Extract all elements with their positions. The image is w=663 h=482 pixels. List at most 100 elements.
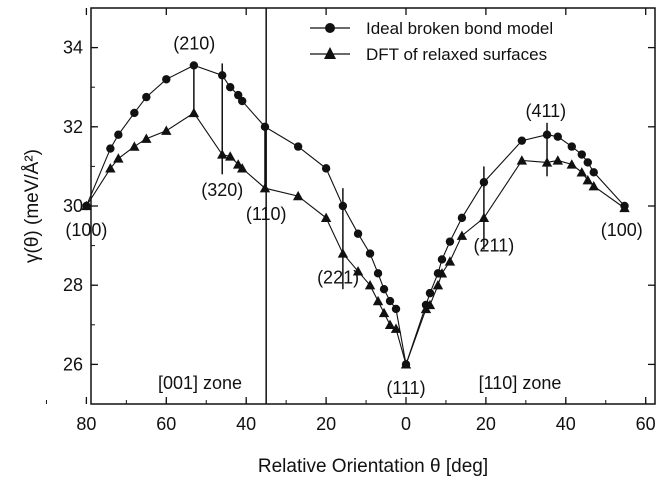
data-point-circle — [542, 130, 552, 139]
data-point-triangle — [566, 159, 577, 169]
y-axis-label: γ(θ) (meV/Å²) — [22, 149, 43, 263]
point-label: (411) — [525, 101, 566, 121]
data-point-triangle — [378, 307, 390, 318]
data-point-triangle — [320, 212, 332, 223]
data-point-triangle — [424, 299, 436, 310]
legend-marker-1 — [325, 23, 335, 33]
data-point-circle — [553, 132, 563, 141]
zone-label-001: [001] zone — [158, 373, 242, 393]
x-tick-label: 40 — [236, 414, 256, 434]
data-point-circle — [142, 92, 151, 102]
point-label: (221) — [317, 267, 359, 287]
x-tick-label: 60 — [636, 414, 656, 434]
zone-label-110: [110] zone — [479, 373, 562, 393]
data-point-circle — [162, 75, 171, 84]
point-label: (210) — [173, 34, 215, 54]
point-label: (111) — [386, 378, 425, 398]
point-label: (211) — [474, 236, 515, 256]
data-point-circle — [445, 237, 455, 246]
data-point-triangle — [352, 266, 364, 276]
legend-label-2: DFT of relaxed surfaces — [366, 45, 547, 64]
data-point-triangle — [129, 141, 140, 151]
data-point-circle — [234, 90, 243, 100]
x-axis-label: Relative Orientation θ [deg] — [258, 456, 488, 477]
data-point-circle — [385, 296, 395, 306]
data-point-circle — [338, 201, 348, 211]
y-tick-label: 26 — [63, 354, 83, 374]
data-point-triangle — [436, 268, 448, 278]
data-point-triangle — [541, 157, 553, 167]
data-point-circle — [425, 288, 435, 298]
data-point-triangle — [237, 163, 248, 173]
data-point-triangle — [217, 149, 228, 159]
data-point-circle — [391, 304, 401, 314]
point-label: (100) — [601, 220, 643, 240]
data-point-circle — [373, 269, 383, 278]
data-point-circle — [353, 229, 363, 238]
y-tick-label: 32 — [63, 117, 83, 137]
data-point-triangle — [456, 230, 468, 240]
data-point-circle — [577, 150, 586, 159]
plot-frame — [90, 7, 656, 405]
axes-layer: 80 60 40 20 0 20 40 60 26 28 30 32 34 — [45, 7, 656, 434]
data-point-triangle — [364, 280, 376, 290]
data-point-triangle — [337, 248, 349, 258]
data-point-circle — [293, 142, 303, 151]
point-label: (100) — [65, 220, 107, 240]
series-line-2 — [85, 112, 625, 367]
data-point-triangle — [113, 153, 124, 163]
x-tick-label: 80 — [76, 414, 96, 434]
data-point-triangle — [141, 133, 152, 143]
data-point-triangle — [478, 212, 490, 223]
series-layer — [81, 61, 630, 369]
annotation-layer: (100) (210) (320)(110) (221) (111) (211) (411)… — [65, 34, 642, 399]
data-point-circle — [226, 83, 235, 92]
point-label: (110) — [246, 204, 287, 224]
data-point-triangle — [516, 155, 528, 165]
data-point-triangle — [588, 181, 599, 191]
y-tick-label: 34 — [63, 38, 83, 58]
legend: Ideal broken bond model DFT of relaxed s… — [310, 19, 553, 64]
data-point-triangle — [225, 151, 236, 161]
data-point-triangle — [105, 163, 116, 173]
point-label: (320) — [201, 180, 243, 200]
legend-marker-2 — [324, 47, 336, 59]
data-point-circle — [106, 144, 115, 153]
data-point-triangle — [619, 202, 630, 213]
data-point-circle — [379, 284, 389, 294]
data-point-circle — [479, 178, 489, 187]
x-tick-label: 60 — [156, 414, 176, 434]
data-point-triangle — [161, 125, 172, 135]
data-point-triangle — [81, 200, 92, 211]
data-point-circle — [365, 249, 375, 258]
data-point-circle — [583, 158, 592, 167]
data-point-circle — [189, 61, 199, 70]
data-point-triangle — [188, 107, 200, 118]
x-tick-label: 20 — [476, 414, 496, 434]
data-point-triangle — [444, 256, 456, 266]
data-point-circle — [130, 108, 139, 118]
y-tick-label: 28 — [63, 275, 83, 295]
data-point-triangle — [384, 319, 396, 329]
data-point-circle — [321, 164, 331, 173]
data-point-triangle — [400, 359, 412, 369]
legend-label-1: Ideal broken bond model — [366, 19, 553, 38]
data-point-triangle — [582, 175, 593, 185]
data-point-triangle — [259, 182, 271, 193]
data-point-triangle — [390, 323, 402, 333]
data-point-triangle — [372, 295, 384, 306]
data-point-circle — [114, 130, 123, 139]
data-point-circle — [238, 96, 247, 106]
data-point-circle — [260, 122, 270, 131]
data-point-triangle — [576, 167, 587, 177]
data-point-circle — [567, 142, 576, 151]
x-tick-label: 0 — [401, 414, 411, 434]
data-point-circle — [589, 168, 598, 177]
data-point-circle — [437, 255, 447, 264]
data-point-triangle — [552, 155, 564, 165]
x-tick-label: 40 — [556, 414, 576, 434]
x-tick-label: 20 — [316, 414, 336, 434]
data-point-triangle — [432, 280, 444, 290]
data-point-circle — [218, 71, 227, 80]
